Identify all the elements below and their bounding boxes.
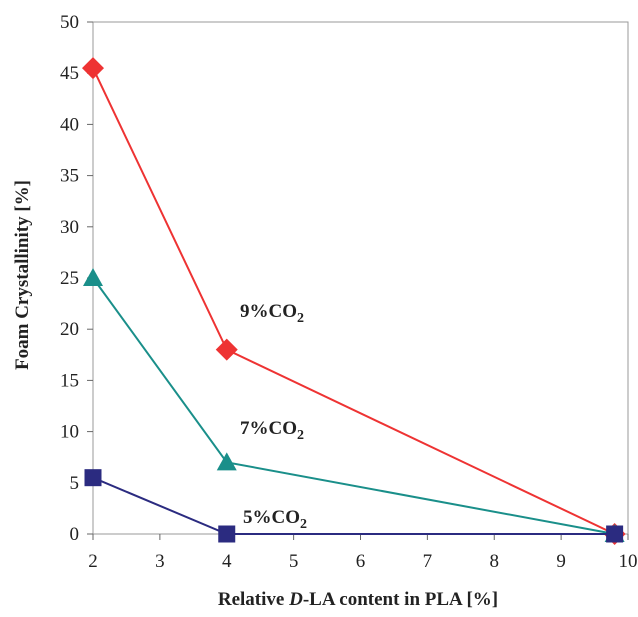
x-axis-title-prefix: Relative — [218, 589, 289, 610]
x-tick-label: 2 — [88, 551, 98, 572]
data-point-triangle — [83, 268, 103, 286]
series-label-main: 9%CO — [240, 301, 297, 322]
x-tick-label: 9 — [556, 551, 566, 572]
series-diamond — [82, 57, 626, 545]
y-tick-label: 45 — [60, 63, 79, 84]
data-point-diamond — [82, 57, 104, 80]
y-tick-label: 40 — [60, 114, 79, 135]
series-square — [84, 469, 624, 543]
x-tick-label: 4 — [222, 551, 232, 572]
series-label-main: 7%CO — [240, 418, 297, 439]
x-tick-label: 5 — [289, 551, 299, 572]
series-layer — [82, 57, 626, 545]
y-tick-label: 20 — [60, 319, 79, 340]
plot-frame — [92, 21, 629, 535]
y-tick-label: 15 — [60, 370, 79, 391]
y-tick-label: 25 — [60, 268, 79, 289]
series-label-subscript: 2 — [297, 311, 304, 326]
series-label-subscript: 2 — [297, 428, 304, 443]
x-axis-title-italic: D — [288, 589, 303, 610]
y-tick-label: 35 — [60, 166, 79, 187]
data-point-diamond — [215, 338, 238, 361]
x-axis-title: Relative D-LA content in PLA [%] — [218, 589, 498, 610]
x-tick-label: 3 — [155, 551, 165, 572]
x-axis-ticks: 2 3 4 5 6 7 8 9 10 — [88, 534, 638, 572]
y-tick-label: 5 — [70, 473, 80, 494]
y-axis-title: Foam Crystallinity [%] — [12, 180, 33, 370]
data-point-square — [84, 469, 102, 487]
y-tick-label: 30 — [60, 217, 79, 238]
series-label-subscript: 2 — [300, 517, 307, 532]
series-label: 7%CO2 — [240, 418, 304, 443]
y-tick-label: 10 — [60, 422, 79, 443]
series-line — [92, 67, 616, 535]
x-tick-label: 8 — [490, 551, 500, 572]
plot-border — [92, 21, 629, 535]
y-tick-label: 50 — [60, 12, 79, 33]
y-axis-ticks: 0 5 10 15 20 25 30 35 40 45 50 — [60, 12, 93, 545]
x-axis-title-suffix: -LA content in PLA [%] — [303, 589, 498, 610]
x-tick-label: 10 — [619, 551, 638, 572]
series-label-main: 5%CO — [243, 507, 300, 528]
series-label: 5%CO2 — [243, 507, 307, 532]
data-point-square — [606, 525, 624, 543]
series-label: 9%CO2 — [240, 301, 304, 326]
series-line — [92, 277, 615, 535]
y-tick-label: 0 — [70, 524, 80, 545]
data-point-triangle — [216, 452, 237, 471]
x-tick-label: 7 — [423, 551, 433, 572]
data-point-square — [218, 525, 236, 543]
x-tick-label: 6 — [356, 551, 366, 572]
